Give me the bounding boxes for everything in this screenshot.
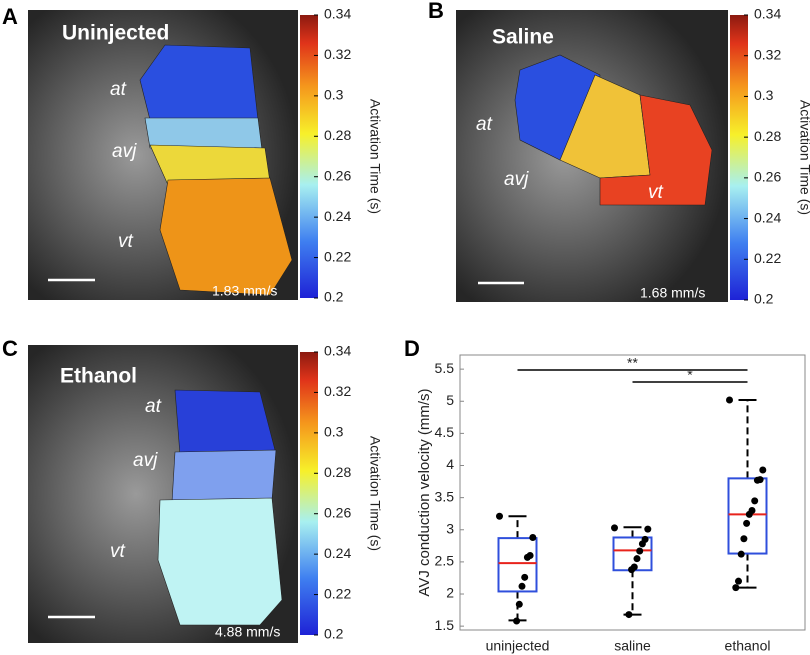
colorbar-tick-label: 0.22 (324, 585, 351, 601)
significance-label: ** (627, 355, 638, 371)
colorbar-tick-label: 0.28 (754, 128, 781, 144)
data-point (513, 617, 521, 625)
colorbar-tick-label: 0.34 (324, 6, 351, 22)
activation-region (159, 177, 293, 296)
data-point (515, 600, 523, 608)
data-point (518, 582, 526, 590)
colorbar-tick-label: 0.26 (324, 504, 351, 520)
y-tick-label: 4.5 (435, 424, 455, 440)
colorbar-tick-label: 0.3 (754, 87, 774, 103)
activation-region (171, 449, 277, 503)
colorbar-tick-label: 0.32 (324, 383, 351, 399)
significance-label: * (687, 367, 693, 383)
y-tick-label: 1.5 (435, 617, 455, 633)
colorbar-tick-label: 0.24 (324, 208, 351, 224)
colorbar-label: Activation Time (s) (797, 100, 810, 215)
data-point (743, 519, 751, 527)
region-label: vt (110, 541, 126, 562)
colorbar-tick-label: 0.22 (324, 248, 351, 264)
panel-title: Ethanol (60, 365, 137, 388)
colorbar-label: Activation Time (s) (367, 99, 383, 214)
region-label: at (476, 114, 493, 135)
colorbar-tick-label: 0.28 (324, 127, 351, 143)
region-label: at (110, 79, 127, 100)
data-point (611, 524, 618, 532)
data-point (633, 555, 641, 563)
data-point (521, 573, 529, 581)
plot-area (459, 354, 806, 631)
colorbar-tick-label: 0.34 (754, 6, 781, 22)
data-point (726, 396, 733, 404)
panel-label: A (2, 4, 18, 29)
activation-region (157, 497, 283, 626)
colorbar (300, 352, 318, 635)
velocity-label: 4.88 mm/s (215, 624, 280, 640)
data-point (732, 584, 740, 592)
data-point (496, 512, 503, 520)
velocity-label: 1.68 mm/s (640, 285, 705, 301)
panel-label: D (404, 336, 420, 361)
panel-label: C (2, 336, 18, 361)
y-tick-label: 3 (446, 520, 454, 536)
activation-region (599, 94, 713, 206)
region-label: vt (648, 182, 664, 203)
colorbar-tick-label: 0.3 (324, 87, 344, 103)
colorbar-tick-label: 0.34 (324, 343, 351, 359)
x-tick-label: uninjected (486, 638, 550, 654)
region-label: avj (133, 450, 158, 471)
x-tick-label: ethanol (725, 638, 771, 654)
region-label: avj (504, 169, 529, 190)
colorbar (300, 15, 318, 298)
data-point (625, 611, 633, 619)
colorbar-tick-label: 0.24 (754, 209, 781, 225)
colorbar-tick-label: 0.22 (754, 250, 781, 266)
data-point (638, 540, 646, 548)
box (497, 537, 538, 593)
data-point (759, 466, 767, 474)
y-tick-label: 3.5 (435, 488, 455, 504)
colorbar-tick-label: 0.24 (324, 545, 351, 561)
colorbar-tick-label: 0.26 (324, 167, 351, 183)
region-label: vt (118, 231, 134, 252)
x-tick-label: saline (614, 638, 651, 654)
panel-label: B (428, 0, 444, 23)
data-point (737, 550, 745, 558)
y-tick-label: 5 (446, 392, 454, 408)
colorbar-tick-label: 0.26 (754, 169, 781, 185)
data-point (745, 510, 753, 518)
colorbar-tick-label: 0.3 (324, 424, 344, 440)
region-label: avj (112, 141, 137, 162)
data-point (644, 525, 652, 533)
panel-title: Uninjected (62, 22, 169, 45)
data-point (751, 497, 759, 505)
colorbar-label: Activation Time (s) (367, 436, 383, 551)
y-axis-label: AVJ conduction velocity (mm/s) (416, 388, 433, 596)
colorbar (730, 15, 748, 300)
data-point (753, 476, 761, 484)
colorbar-tick-label: 0.28 (324, 464, 351, 480)
data-point (735, 577, 742, 585)
activation-region (139, 44, 259, 121)
data-point (636, 547, 644, 555)
activation-region (174, 389, 276, 456)
velocity-label: 1.83 mm/s (212, 283, 277, 299)
y-tick-label: 4 (446, 456, 454, 472)
data-point (740, 535, 748, 543)
y-tick-label: 2 (446, 585, 454, 601)
y-tick-label: 2.5 (435, 553, 455, 569)
colorbar-tick-label: 0.32 (754, 46, 781, 62)
colorbar-tick-label: 0.2 (754, 291, 774, 307)
y-tick-label: 5.5 (435, 360, 455, 376)
data-point (529, 533, 537, 541)
region-label: at (145, 396, 162, 417)
colorbar-tick-label: 0.32 (324, 46, 351, 62)
colorbar-tick-label: 0.2 (324, 289, 344, 305)
data-point (628, 566, 636, 574)
colorbar-tick-label: 0.2 (324, 626, 344, 642)
data-point (523, 553, 531, 561)
panel-title: Saline (492, 26, 554, 49)
